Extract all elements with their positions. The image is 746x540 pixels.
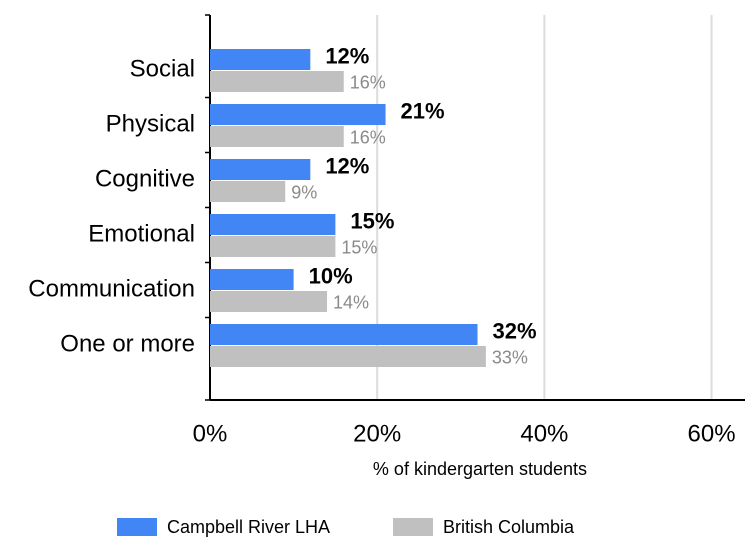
legend-swatch (393, 518, 433, 536)
value-label: 33% (492, 347, 528, 367)
value-label: 12% (325, 43, 369, 68)
value-label: 15% (350, 208, 394, 233)
x-tick-label: 40% (520, 420, 568, 447)
bar (210, 324, 478, 345)
value-label: 21% (401, 98, 445, 123)
bar (210, 214, 336, 235)
value-label: 16% (350, 127, 386, 147)
bar (210, 181, 286, 202)
bar (210, 49, 311, 70)
value-label: 9% (291, 182, 317, 202)
legend-swatch (117, 518, 157, 536)
x-tick-label: 60% (688, 420, 736, 447)
y-tick-label: Cognitive (95, 165, 195, 192)
value-label: 10% (309, 263, 353, 288)
bar (210, 346, 486, 367)
bar (210, 291, 328, 312)
value-label: 14% (333, 292, 369, 312)
y-tick-label: Emotional (88, 220, 195, 247)
y-tick-label: Communication (28, 275, 195, 302)
bar (210, 236, 336, 257)
y-tick-label: One or more (60, 330, 195, 357)
bar (210, 269, 294, 290)
x-tick-label: 0% (193, 420, 228, 447)
bar (210, 104, 386, 125)
bar (210, 159, 311, 180)
legend-label: British Columbia (443, 517, 575, 537)
value-label: 16% (350, 72, 386, 92)
value-label: 15% (341, 237, 377, 257)
y-tick-label: Physical (106, 110, 195, 137)
bar (210, 126, 344, 147)
x-axis-title: % of kindergarten students (373, 459, 587, 479)
bar (210, 71, 344, 92)
value-label: 32% (493, 318, 537, 343)
legend-label: Campbell River LHA (167, 517, 330, 537)
x-tick-label: 20% (353, 420, 401, 447)
y-tick-label: Social (130, 55, 195, 82)
value-label: 12% (325, 153, 369, 178)
